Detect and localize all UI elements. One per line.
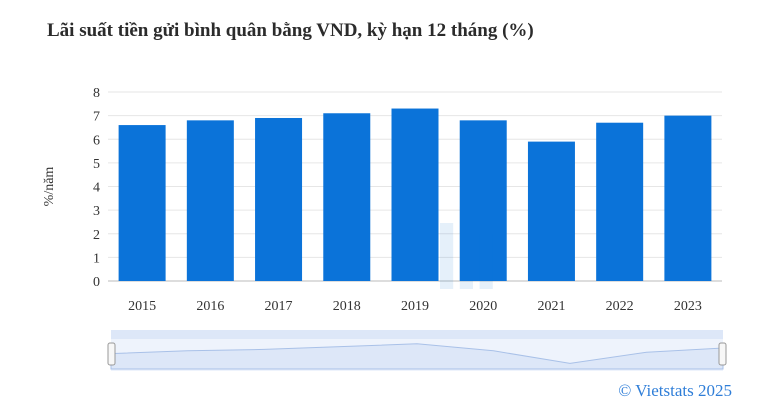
x-tick-label: 2017 (265, 299, 293, 314)
y-tick-label: 3 (93, 204, 100, 219)
y-tick-label: 7 (93, 110, 100, 125)
navigator-scrollbar[interactable] (111, 330, 723, 339)
y-tick-label: 8 (93, 86, 100, 101)
x-tick-label: 2018 (333, 299, 361, 314)
x-tick-label: 2016 (196, 299, 224, 314)
bar-2021[interactable] (527, 141, 575, 281)
y-tick-label: 5 (93, 157, 100, 172)
y-tick-label: 0 (93, 275, 100, 290)
y-tick-label: 2 (93, 228, 100, 243)
x-tick-label: 2021 (537, 299, 565, 314)
y-axis-ticks: 0 1 2 3 4 5 6 7 8 (93, 86, 100, 290)
y-tick-label: 4 (93, 181, 100, 196)
x-tick-label: 2022 (606, 299, 634, 314)
bar-2015[interactable] (118, 125, 166, 281)
y-axis-label: %/năm (42, 167, 57, 207)
bar-2020[interactable] (459, 120, 507, 281)
bar-2016[interactable] (186, 120, 234, 281)
range-navigator[interactable] (107, 330, 727, 371)
x-tick-label: 2020 (469, 299, 497, 314)
x-tick-label: 2015 (128, 299, 156, 314)
navigator-handle-right[interactable] (718, 342, 727, 366)
bar-2019[interactable] (391, 108, 439, 281)
x-tick-label: 2019 (401, 299, 429, 314)
x-tick-label: 2023 (674, 299, 702, 314)
x-axis-ticks: 2015 2016 2017 2018 2019 2020 2021 2022 2023 (128, 299, 702, 314)
bar-2023[interactable] (664, 115, 712, 281)
copyright-text: © Vietstats 2025 (618, 381, 732, 400)
bar-2018[interactable] (323, 113, 371, 281)
navigator-handle-left[interactable] (107, 342, 116, 366)
chart-title: Lãi suất tiền gửi bình quân bằng VND, kỳ… (47, 20, 534, 41)
bars (118, 108, 712, 282)
y-tick-label: 1 (93, 251, 100, 266)
bar-2017[interactable] (255, 117, 303, 281)
y-tick-label: 6 (93, 133, 100, 148)
bar-2022[interactable] (596, 122, 644, 282)
